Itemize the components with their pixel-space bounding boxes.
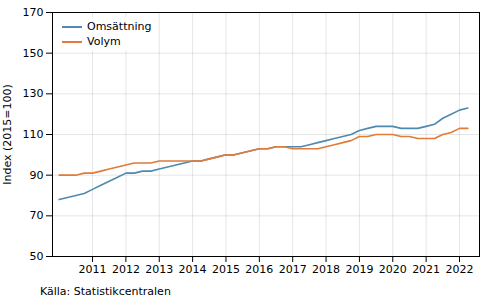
svg-text:70: 70 xyxy=(30,209,44,222)
svg-text:150: 150 xyxy=(23,47,44,60)
svg-text:2018: 2018 xyxy=(312,263,340,276)
svg-text:170: 170 xyxy=(23,6,44,19)
svg-text:110: 110 xyxy=(23,128,44,141)
svg-text:90: 90 xyxy=(30,169,44,182)
html-text:Volym: Volym xyxy=(87,35,121,48)
svg-text:2014: 2014 xyxy=(179,263,207,276)
svg-text:2017: 2017 xyxy=(279,263,307,276)
html-text:Källa: Statistikcentralen: Källa: Statistikcentralen xyxy=(40,285,171,298)
svg-text:2020: 2020 xyxy=(379,263,407,276)
svg-text:2022: 2022 xyxy=(445,263,473,276)
svg-text:2012: 2012 xyxy=(112,263,140,276)
svg-text:Index (2015=100): Index (2015=100) xyxy=(1,84,14,185)
svg-text:2015: 2015 xyxy=(212,263,240,276)
svg-text:2021: 2021 xyxy=(412,263,440,276)
svg-text:2013: 2013 xyxy=(145,263,173,276)
svg-text:2016: 2016 xyxy=(245,263,273,276)
svg-text:2019: 2019 xyxy=(345,263,373,276)
svg-text:2011: 2011 xyxy=(79,263,107,276)
svg-text:50: 50 xyxy=(30,250,44,263)
svg-text:130: 130 xyxy=(23,87,44,100)
html-text:Omsättning: Omsättning xyxy=(87,20,152,33)
